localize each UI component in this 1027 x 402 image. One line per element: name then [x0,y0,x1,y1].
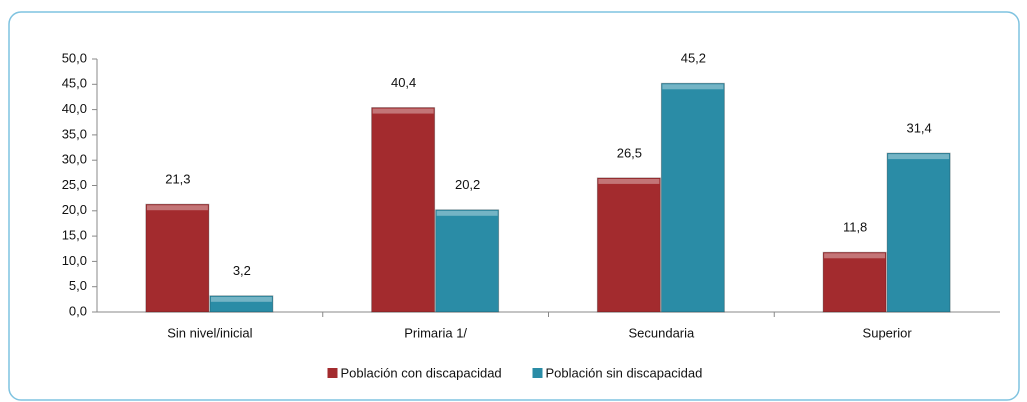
data-label: 11,8 [843,220,867,235]
bar [596,177,661,313]
y-tick-label: 30,0 [62,152,87,167]
data-label: 40,4 [391,75,416,90]
bar [822,251,887,313]
bar-highlight [210,296,272,302]
data-label: 20,2 [455,177,480,192]
x-tick-label: Primaria 1/ [404,325,467,340]
y-tick-label: 35,0 [62,126,87,141]
bar [371,107,436,313]
bar-highlight [372,108,434,114]
data-label: 26,5 [617,145,642,160]
y-tick-label: 25,0 [62,177,87,192]
x-tick-label: Superior [863,325,913,340]
bar [209,295,274,313]
y-tick-label: 10,0 [62,253,87,268]
bar-highlight [598,178,660,184]
legend-label: Población con discapacidad [341,365,502,380]
y-tick-label: 5,0 [69,278,87,293]
data-label: 45,2 [681,51,706,66]
y-tick-label: 0,0 [69,303,87,318]
bar-highlight [662,84,724,90]
y-tick-label: 45,0 [62,76,87,91]
y-tick-label: 50,0 [62,50,87,65]
bar [145,203,210,313]
legend-swatch [327,368,338,378]
bar [435,209,500,313]
data-label: 3,2 [233,263,251,278]
data-label: 21,3 [165,172,190,187]
bar-highlight [824,253,886,259]
y-tick-label: 20,0 [62,202,87,217]
bar [660,82,725,313]
x-tick-label: Secundaria [628,325,695,340]
legend-swatch [532,368,543,378]
y-tick-label: 40,0 [62,101,87,116]
legend-label: Población sin discapacidad [546,365,703,380]
x-tick-label: Sin nivel/inicial [167,325,252,340]
y-tick-label: 15,0 [62,228,87,243]
data-label: 31,4 [906,121,931,136]
bar-highlight [436,210,498,216]
bar [886,152,951,313]
bar-highlight [888,154,950,160]
bar-highlight [146,205,208,211]
